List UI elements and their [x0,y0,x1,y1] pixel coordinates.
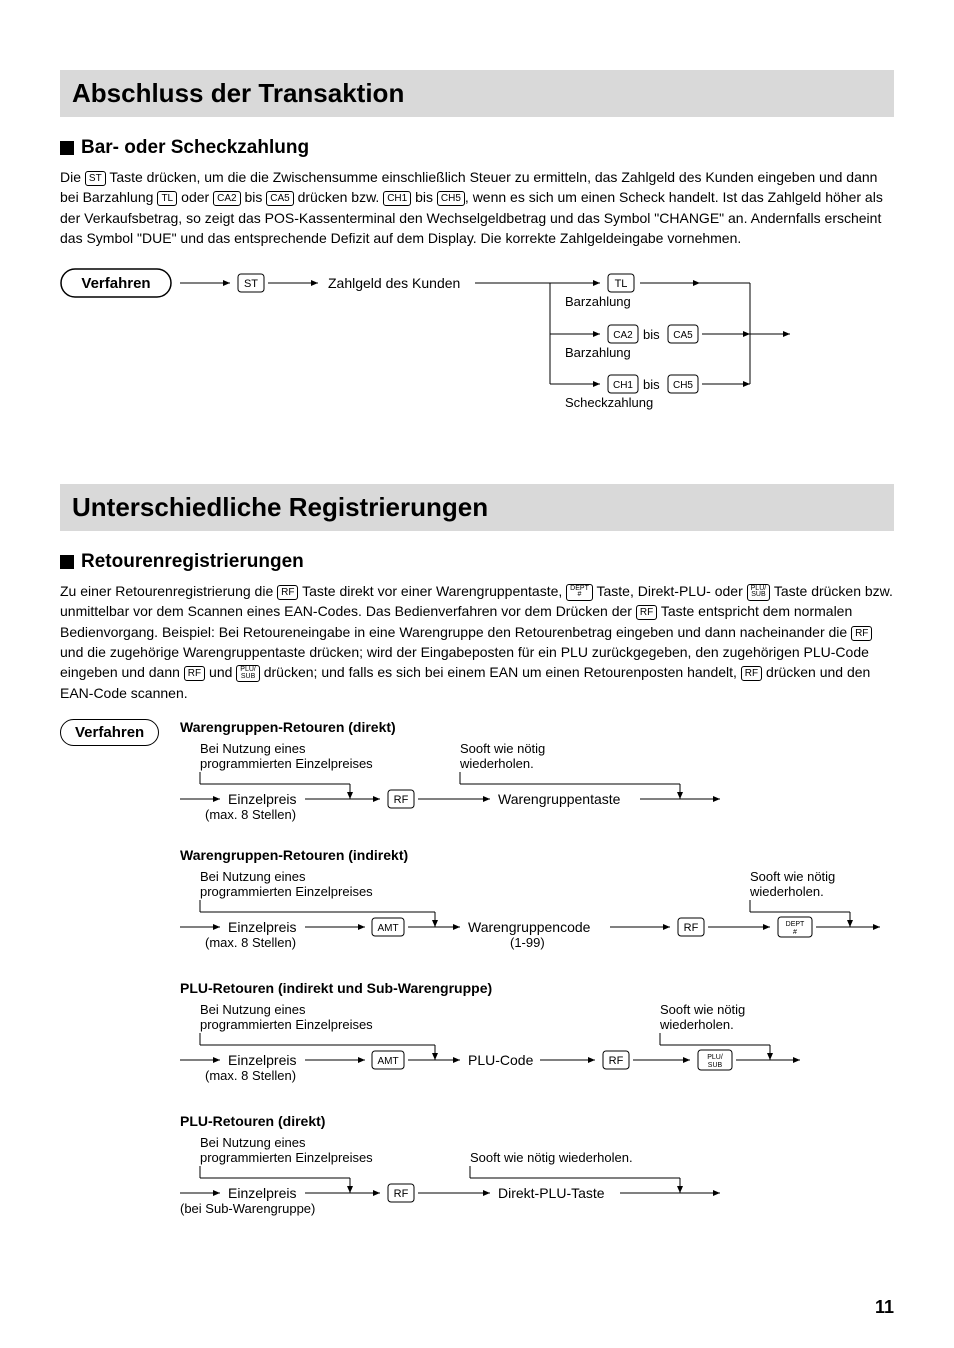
svg-text:Bei Nutzung eines: Bei Nutzung eines [200,1002,306,1017]
svg-text:AMT: AMT [377,1056,398,1067]
svg-text:Einzelpreis: Einzelpreis [228,1185,296,1201]
svg-text:wiederholen.: wiederholen. [459,756,534,771]
key-ch1: CH1 [383,191,411,206]
key-rf: RF [851,626,872,641]
svg-text:RF: RF [684,922,699,934]
proc1-heading: Warengruppen-Retouren (direkt) [180,719,900,735]
svg-text:TL: TL [615,278,628,290]
svg-text:PLU-Code: PLU-Code [468,1052,534,1068]
svg-text:wiederholen.: wiederholen. [659,1017,734,1032]
svg-text:programmierten Einzelpreises: programmierten Einzelpreises [200,756,373,771]
subsection-retouren: Retourenregistrierungen Zu einer Retoure… [60,551,894,1228]
proc4-heading: PLU-Retouren (direkt) [180,1113,900,1129]
svg-text:Barzahlung: Barzahlung [565,345,631,360]
proc2-heading: Warengruppen-Retouren (indirekt) [180,847,900,863]
svg-text:Verfahren: Verfahren [81,275,150,292]
proc1-flow: Bei Nutzung eines programmierten Einzelp… [180,739,880,829]
key-rf: RF [741,666,762,681]
p2-6: und [205,664,236,680]
svg-text:RF: RF [394,794,409,806]
bullet-square-icon [60,141,74,155]
proc3-heading: PLU-Retouren (indirekt und Sub-Warengrup… [180,980,900,996]
key-rf: RF [636,605,657,620]
svg-text:RF: RF [609,1055,624,1067]
svg-text:RF: RF [394,1188,409,1200]
svg-text:Warengruppencode: Warengruppencode [468,919,591,935]
svg-text:(max. 8 Stellen): (max. 8 Stellen) [205,807,296,822]
p2-0: Zu einer Retourenregistrierung die [60,583,277,599]
procedures-container: Verfahren Warengruppen-Retouren (direkt)… [60,719,894,1228]
key-ch5: CH5 [437,191,465,206]
svg-text:bis: bis [643,377,660,392]
flow-diagram-1: Verfahren ST Zahlgeld des Kunden TL Barz… [60,264,880,434]
svg-text:programmierten Einzelpreises: programmierten Einzelpreises [200,884,373,899]
key-plu: PLU/SUB [236,665,260,682]
p2-7: drücken; und falls es sich bei einem EAN… [260,664,741,680]
para-2: Zu einer Retourenregistrierung die RF Ta… [60,581,894,703]
subsection-title-1-text: Bar- oder Scheckzahlung [81,137,309,159]
svg-text:Barzahlung: Barzahlung [565,294,631,309]
key-st: ST [85,171,106,186]
svg-text:(max. 8 Stellen): (max. 8 Stellen) [205,1068,296,1083]
svg-text:Zahlgeld des Kunden: Zahlgeld des Kunden [328,275,460,291]
svg-text:ST: ST [244,278,258,290]
svg-text:DEPT: DEPT [786,921,805,928]
key-rf: RF [184,666,205,681]
svg-text:Einzelpreis: Einzelpreis [228,919,296,935]
verfahren-pill-2: Verfahren [60,719,159,746]
key-rf: RF [277,585,298,600]
proc4-flow: Bei Nutzung eines programmierten Einzelp… [180,1133,900,1228]
svg-text:Sooft wie nötig wiederholen.: Sooft wie nötig wiederholen. [470,1150,633,1165]
proc3: PLU-Retouren (indirekt und Sub-Warengrup… [180,980,900,1095]
svg-text:Scheckzahlung: Scheckzahlung [565,395,653,410]
key-plu: PLU/SUB [747,584,771,601]
section-title-1: Abschluss der Transaktion [60,70,894,117]
proc1: Warengruppen-Retouren (direkt) Bei Nutzu… [180,719,900,829]
svg-text:CH1: CH1 [613,380,633,391]
flow-bar-scheck: Verfahren ST Zahlgeld des Kunden TL Barz… [60,264,894,434]
proc2-flow: Bei Nutzung eines programmierten Einzelp… [180,867,900,962]
svg-text:Bei Nutzung eines: Bei Nutzung eines [200,741,306,756]
page-number: 11 [875,1297,894,1318]
key-ca2: CA2 [213,191,240,206]
svg-text:Bei Nutzung eines: Bei Nutzung eines [200,869,306,884]
svg-text:(max. 8 Stellen): (max. 8 Stellen) [205,935,296,950]
svg-text:SUB: SUB [708,1062,723,1069]
p2-2: Taste, Direkt-PLU- oder [593,583,747,599]
svg-text:Direkt-PLU-Taste: Direkt-PLU-Taste [498,1185,605,1201]
svg-text:Sooft wie nötig: Sooft wie nötig [750,869,835,884]
svg-text:bis: bis [643,327,660,342]
svg-text:Einzelpreis: Einzelpreis [228,1052,296,1068]
key-ca5: CA5 [266,191,293,206]
svg-text:PLU/: PLU/ [707,1054,723,1061]
section-title-2: Unterschiedliche Registrierungen [60,484,894,531]
svg-text:(1-99): (1-99) [510,935,545,950]
subsection-bar-scheck: Bar- oder Scheckzahlung Die ST Taste drü… [60,137,894,434]
p2-1: Taste direkt vor einer Warengruppentaste… [298,583,566,599]
svg-text:#: # [793,929,797,936]
bullet-square-icon [60,555,74,569]
proc3-flow: Bei Nutzung eines programmierten Einzelp… [180,1000,900,1095]
proc2: Warengruppen-Retouren (indirekt) Bei Nut… [180,847,900,962]
svg-text:Einzelpreis: Einzelpreis [228,791,296,807]
subsection-title-2-text: Retourenregistrierungen [81,551,304,573]
subsection-title-2: Retourenregistrierungen [60,551,894,573]
svg-text:Bei Nutzung eines: Bei Nutzung eines [200,1135,306,1150]
svg-text:programmierten Einzelpreises: programmierten Einzelpreises [200,1017,373,1032]
svg-text:AMT: AMT [377,923,398,934]
svg-text:CA2: CA2 [613,330,633,341]
svg-text:Sooft wie nötig: Sooft wie nötig [460,741,545,756]
svg-text:CA5: CA5 [673,330,693,341]
svg-text:Sooft wie nötig: Sooft wie nötig [660,1002,745,1017]
key-tl: TL [157,191,177,206]
para-1: Die ST Taste drücken, um die die Zwische… [60,167,894,248]
svg-text:(bei Sub-Warengruppe): (bei Sub-Warengruppe) [180,1201,315,1216]
subsection-title-1: Bar- oder Scheckzahlung [60,137,894,159]
svg-text:programmierten Einzelpreises: programmierten Einzelpreises [200,1150,373,1165]
svg-text:wiederholen.: wiederholen. [749,884,824,899]
proc4: PLU-Retouren (direkt) Bei Nutzung eines … [180,1113,900,1228]
key-dept: DEPT# [566,584,593,601]
svg-text:Warengruppentaste: Warengruppentaste [498,791,621,807]
svg-text:CH5: CH5 [673,380,693,391]
